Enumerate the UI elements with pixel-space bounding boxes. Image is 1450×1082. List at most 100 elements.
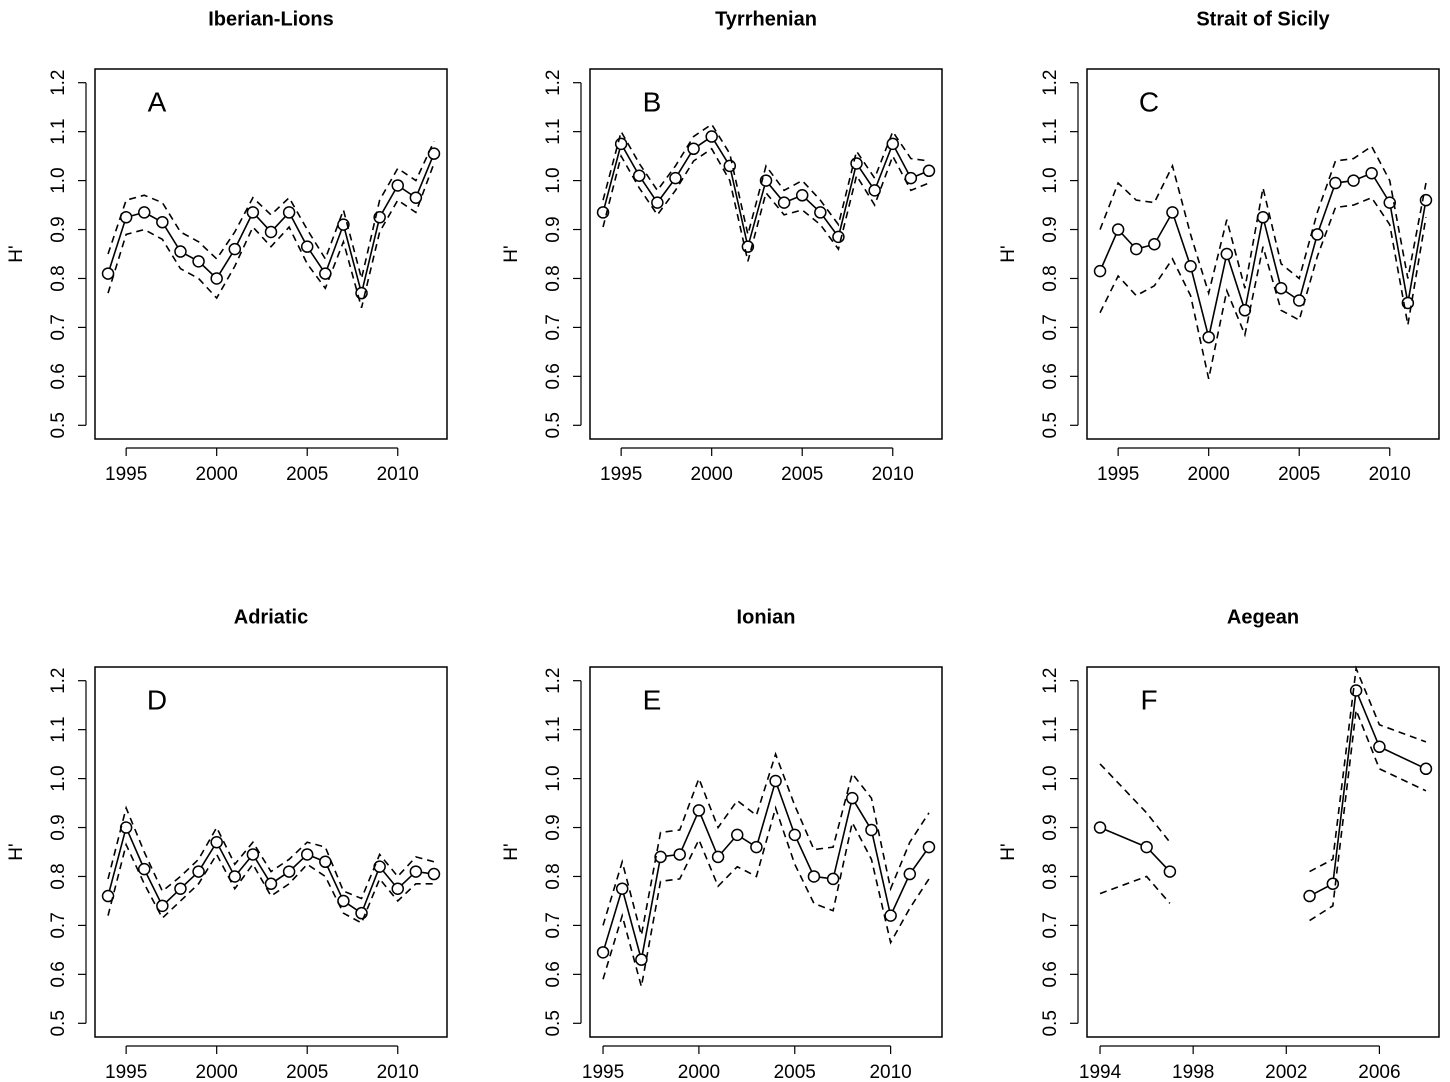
panel-letter: C [1139,86,1159,117]
y-tick-label: 1.1 [543,118,564,144]
panel-letter: E [643,684,662,715]
y-tick-label: 0.8 [48,265,69,291]
x-tick-label: 2010 [377,1062,419,1082]
y-tick-label: 0.5 [1040,1010,1061,1036]
point [814,206,827,219]
y-axis-label: H' [501,843,522,860]
y-tick-label: 0.7 [1040,912,1061,938]
point [711,850,725,864]
y-axis-label: H' [501,245,522,262]
point [1148,237,1161,251]
y-tick-label: 1.0 [543,765,564,791]
point [1383,196,1396,209]
point [633,169,646,182]
series-line [1099,172,1427,338]
point [904,171,918,185]
point [1365,166,1378,180]
x-tick-label: 1995 [600,464,642,485]
x-tick-label: 2000 [678,1062,720,1082]
point [1111,223,1125,236]
point [228,870,242,883]
plot-frame [589,68,943,440]
y-tick-label: 0.8 [1040,863,1061,889]
point [654,850,667,864]
point [156,899,169,913]
x-tick-label: 1998 [1172,1062,1214,1082]
y-tick-label: 1.0 [48,167,69,193]
panel-letter: B [643,86,662,117]
point [1130,242,1143,256]
y-tick-label: 0.7 [543,912,564,938]
point [1347,174,1360,187]
plot-frame [94,68,448,440]
point [1256,211,1270,224]
dashed-line [1099,709,1427,922]
point [373,860,386,873]
dashed-line [602,751,930,936]
point [300,848,314,861]
point [1093,821,1107,834]
point [1163,865,1177,878]
panel-title: Iberian-Lions [208,8,334,30]
dashed-line [107,163,435,309]
y-tick-label: 0.9 [48,216,69,242]
point [886,137,899,151]
y-tick-label: 1.2 [48,69,69,95]
x-tick-label: 2000 [196,464,238,485]
point [228,242,242,256]
point [1238,304,1252,317]
x-tick-label: 2000 [196,1062,238,1082]
x-tick-label: 2010 [1369,464,1411,485]
point [174,882,187,895]
point [427,867,441,881]
y-tick-label: 0.9 [543,814,564,840]
point [300,240,314,253]
point [282,865,296,878]
panel-letter: A [148,86,167,117]
y-tick-label: 1.1 [543,716,564,742]
y-tick-label: 0.5 [48,412,69,438]
point [846,791,859,805]
point [922,840,936,854]
point [101,267,115,280]
panel-title: Aegean [1227,606,1299,628]
y-tick-label: 0.8 [543,265,564,291]
y-tick-label: 0.7 [48,912,69,938]
point [669,171,682,185]
point [192,865,205,878]
y-tick-label: 1.0 [48,765,69,791]
dashed-line [1099,196,1427,379]
point [832,230,845,244]
point [119,821,133,834]
point [1093,264,1107,278]
y-tick-label: 0.9 [48,814,69,840]
y-axis-label: H' [6,843,27,860]
point [246,206,260,219]
x-tick-label: 1994 [1079,1062,1122,1082]
point [1303,889,1316,903]
y-tick-label: 1.1 [1040,118,1061,144]
panel-letter: D [147,684,167,715]
point [730,828,744,842]
point [922,164,936,178]
plot-frame [1086,68,1440,440]
point [210,272,223,285]
y-tick-label: 1.0 [543,167,564,193]
y-tick-label: 1.0 [1040,765,1061,791]
y-tick-label: 0.5 [48,1010,69,1036]
x-tick-label: 2002 [1265,1062,1307,1082]
y-tick-label: 0.9 [1040,216,1061,242]
x-tick-label: 2005 [286,464,328,485]
point [319,855,332,869]
y-tick-label: 0.6 [1040,363,1061,389]
series-line [1099,687,1427,897]
x-tick-label: 1995 [582,1062,624,1082]
y-tick-label: 1.2 [1040,69,1061,95]
point [1202,330,1215,344]
y-tick-label: 1.2 [543,667,564,693]
y-tick-label: 1.2 [48,667,69,693]
x-tick-label: 2010 [872,464,914,485]
x-tick-label: 1995 [105,1062,147,1082]
x-tick-label: 2000 [691,464,733,485]
panel-title: Strait of Sicily [1196,8,1330,30]
